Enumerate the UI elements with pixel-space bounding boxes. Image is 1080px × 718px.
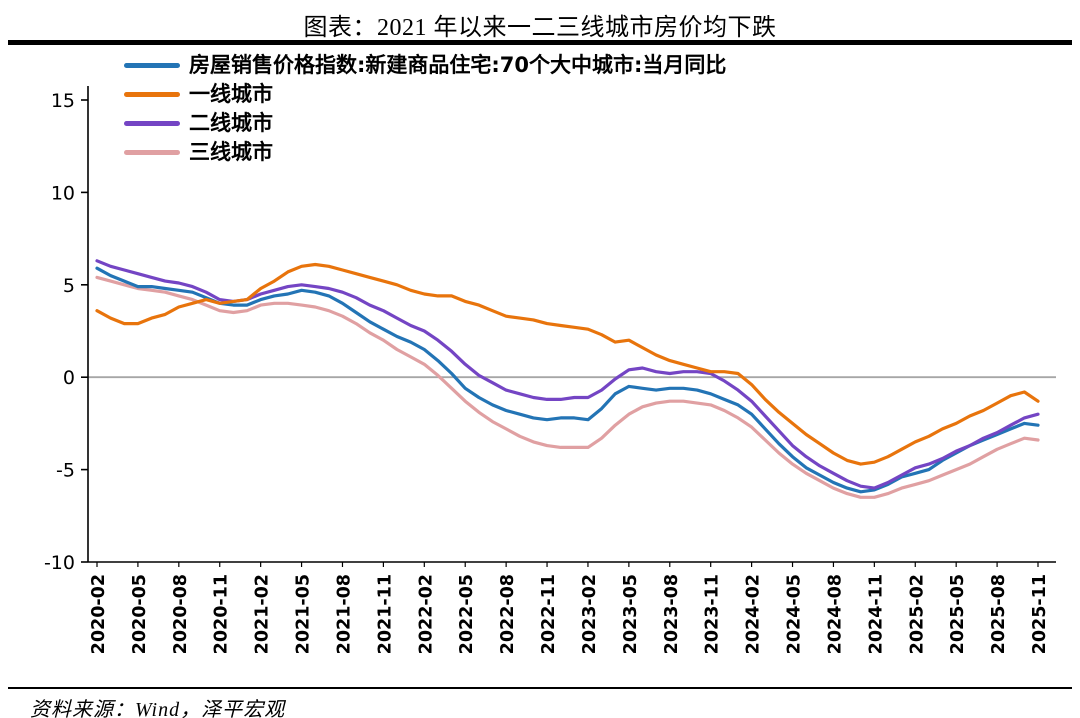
legend-item-tier1-cities: 一线城市 [124,80,726,109]
svg-text:2024-11: 2024-11 [866,574,886,654]
legend-item-tier2-cities: 二线城市 [124,109,726,138]
legend: 房屋销售价格指数:新建商品住宅:70个大中城市:当月同比 一线城市 二线城市 三… [124,51,726,167]
svg-text:2024-05: 2024-05 [785,574,805,654]
svg-text:2021-05: 2021-05 [294,574,314,654]
line-swatch-tier3-cities [124,150,180,155]
legend-item-70-cities: 房屋销售价格指数:新建商品住宅:70个大中城市:当月同比 [124,51,726,80]
line-swatch-tier1-cities [124,92,180,97]
svg-text:2022-08: 2022-08 [498,574,518,654]
svg-text:2024-08: 2024-08 [825,574,845,654]
svg-text:-10: -10 [44,552,75,574]
svg-text:2022-11: 2022-11 [539,574,559,654]
svg-text:2022-05: 2022-05 [457,574,477,654]
svg-text:2020-02: 2020-02 [89,574,109,654]
svg-text:2020-11: 2020-11 [212,574,232,654]
svg-text:5: 5 [63,275,75,297]
source-note: 资料来源：Wind，泽平宏观 [30,699,286,718]
svg-text:2021-08: 2021-08 [334,574,354,654]
svg-text:2023-02: 2023-02 [580,574,600,654]
legend-label-tier2-cities: 二线城市 [189,111,273,135]
svg-text:10: 10 [51,182,75,204]
svg-text:2021-11: 2021-11 [375,574,395,654]
svg-text:-5: -5 [56,460,75,482]
chart-title: 图表：2021 年以来一二三线城市房价均下跌 [303,15,777,41]
svg-text:2023-11: 2023-11 [703,574,723,654]
title-divider [8,40,1072,45]
svg-text:2020-08: 2020-08 [171,574,191,654]
legend-item-tier3-cities: 三线城市 [124,138,726,167]
legend-label-tier1-cities: 一线城市 [189,82,273,106]
line-swatch-70-cities [124,63,180,68]
svg-text:2024-02: 2024-02 [744,574,764,654]
svg-text:2021-02: 2021-02 [253,574,273,654]
legend-label-70-cities: 房屋销售价格指数:新建商品住宅:70个大中城市:当月同比 [189,53,727,77]
svg-text:2022-02: 2022-02 [416,574,436,654]
legend-label-tier3-cities: 三线城市 [189,140,273,164]
svg-text:2025-02: 2025-02 [907,574,927,654]
svg-text:2025-08: 2025-08 [989,574,1009,654]
svg-text:2025-05: 2025-05 [948,574,968,654]
footer-divider [8,687,1072,689]
svg-text:2025-11: 2025-11 [1030,574,1050,654]
svg-text:0: 0 [63,367,75,389]
price-index-line-chart: 15 10 5 0 -5 -10 2020-02 2020-05 2020-08 2020-11 2… [44,86,1056,654]
svg-text:15: 15 [51,90,75,112]
svg-text:2023-05: 2023-05 [621,574,641,654]
line-swatch-tier2-cities [124,121,180,126]
svg-text:2023-08: 2023-08 [662,574,682,654]
svg-text:2020-05: 2020-05 [130,574,150,654]
